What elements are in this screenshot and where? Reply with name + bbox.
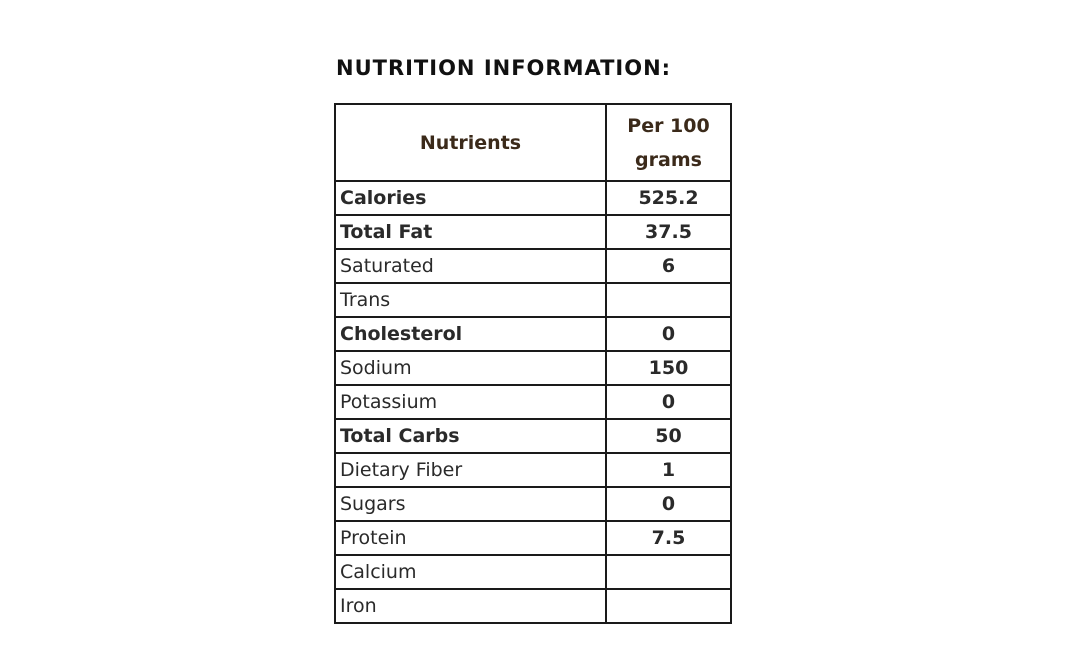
table-row: Calcium — [334, 554, 732, 590]
nutrient-value — [605, 554, 732, 590]
nutrient-name: Total Carbs — [334, 418, 607, 454]
nutrient-name: Saturated — [334, 248, 607, 284]
nutrient-name: Calcium — [334, 554, 607, 590]
nutrient-value: 0 — [605, 486, 732, 522]
table-row: Dietary Fiber 1 — [334, 452, 732, 488]
table-row: Protein 7.5 — [334, 520, 732, 556]
table-header-row: Nutrients Per 100 grams — [334, 103, 732, 182]
nutrient-name: Sugars — [334, 486, 607, 522]
page-title: NUTRITION INFORMATION: — [336, 56, 672, 80]
nutrient-value: 7.5 — [605, 520, 732, 556]
table-row: Trans — [334, 282, 732, 318]
nutrient-value: 150 — [605, 350, 732, 386]
column-header-per-100-grams: Per 100 grams — [605, 103, 732, 182]
table-row: Cholesterol 0 — [334, 316, 732, 352]
nutrient-value: 1 — [605, 452, 732, 488]
nutrient-value: 37.5 — [605, 214, 732, 250]
table-row: Potassium 0 — [334, 384, 732, 420]
nutrient-name: Protein — [334, 520, 607, 556]
nutrient-value — [605, 588, 732, 624]
nutrient-value: 6 — [605, 248, 732, 284]
nutrient-name: Iron — [334, 588, 607, 624]
nutrient-value — [605, 282, 732, 318]
nutrition-table: Nutrients Per 100 grams Calories 525.2 Tot… — [334, 103, 732, 624]
column-header-nutrients: Nutrients — [334, 103, 607, 182]
table-row: Iron — [334, 588, 732, 624]
nutrient-name: Sodium — [334, 350, 607, 386]
nutrient-name: Total Fat — [334, 214, 607, 250]
nutrient-name: Potassium — [334, 384, 607, 420]
nutrient-name: Cholesterol — [334, 316, 607, 352]
nutrient-value: 0 — [605, 384, 732, 420]
nutrient-name: Dietary Fiber — [334, 452, 607, 488]
table-row: Calories 525.2 — [334, 180, 732, 216]
nutrient-value: 0 — [605, 316, 732, 352]
table-row: Total Fat 37.5 — [334, 214, 732, 250]
nutrient-name: Calories — [334, 180, 607, 216]
table-row: Sodium 150 — [334, 350, 732, 386]
table-row: Total Carbs 50 — [334, 418, 732, 454]
nutrient-value: 525.2 — [605, 180, 732, 216]
nutrient-value: 50 — [605, 418, 732, 454]
nutrient-name: Trans — [334, 282, 607, 318]
table-row: Saturated 6 — [334, 248, 732, 284]
table-row: Sugars 0 — [334, 486, 732, 522]
